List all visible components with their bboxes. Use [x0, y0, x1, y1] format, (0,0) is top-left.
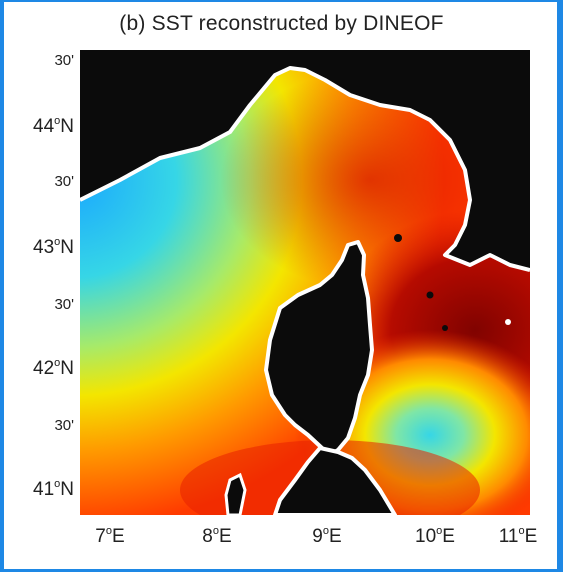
y-tick-label: 44oN: [33, 115, 74, 137]
x-tick-label: 11oE: [498, 525, 538, 547]
x-tick-label: 7oE: [95, 525, 125, 547]
sst-map-svg: [80, 50, 530, 515]
y-tick-label: 43oN: [33, 236, 74, 258]
small-island: [224, 472, 247, 515]
map-title: (b) SST reconstructed by DINEOF: [119, 12, 444, 35]
mainland-coastline: [80, 66, 530, 272]
x-tick-label: 8oE: [202, 525, 232, 547]
y-tick-label: 42oN: [33, 357, 74, 379]
x-tick-label: 10oE: [415, 525, 455, 547]
islet-giglio: [505, 319, 511, 325]
x-tick-label: 9oE: [312, 525, 342, 547]
y-tick-minor-label: 30': [54, 296, 74, 313]
sardinia-island: [273, 446, 397, 515]
y-tick-label: 41oN: [33, 478, 74, 500]
y-tick-minor-label: 30': [54, 417, 74, 434]
y-tick-minor-label: 30': [54, 52, 74, 69]
islet-elba: [426, 291, 434, 299]
islet-capraia: [394, 234, 402, 242]
y-tick-minor-label: 30': [54, 173, 74, 190]
islet-pianosa: [442, 325, 448, 331]
sst-map: [80, 50, 530, 515]
